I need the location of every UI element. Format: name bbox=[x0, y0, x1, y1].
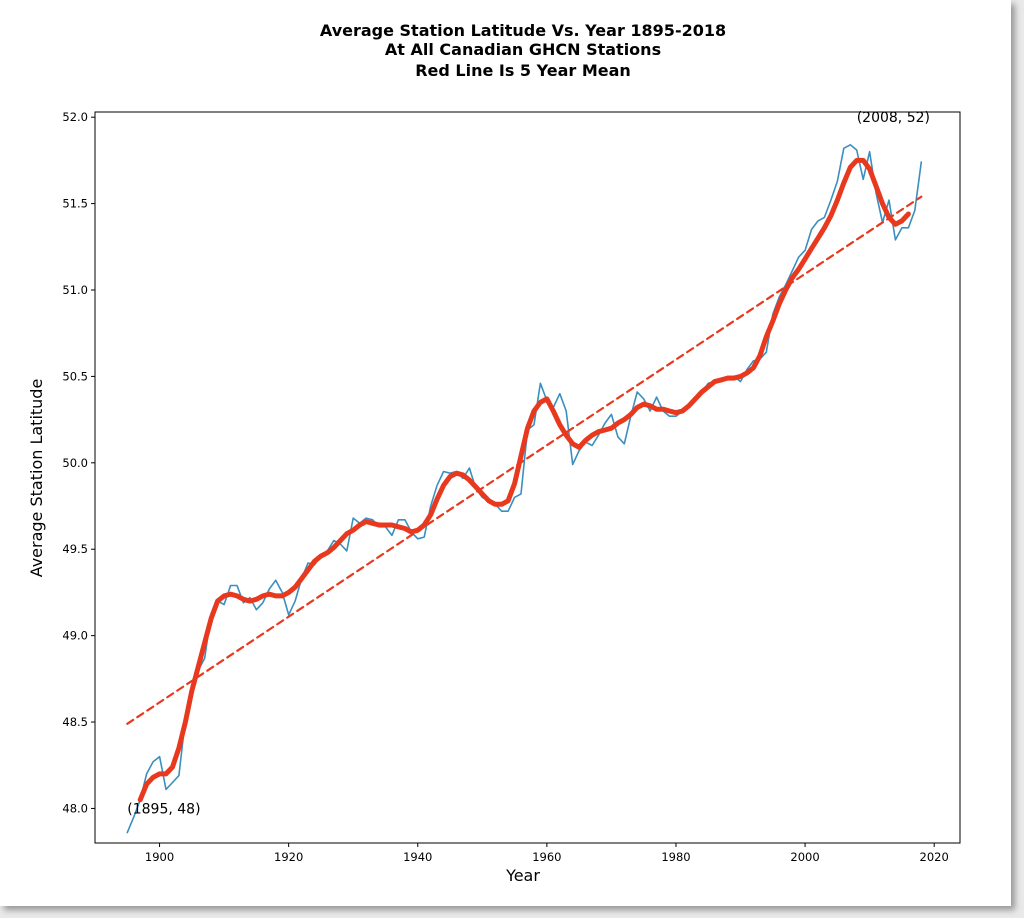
x-tick-label: 1960 bbox=[532, 850, 561, 864]
x-tick-label: 2020 bbox=[920, 850, 949, 864]
y-tick-label: 48.0 bbox=[62, 801, 88, 815]
y-tick-label: 48.5 bbox=[62, 715, 88, 729]
y-tick-label: 50.5 bbox=[62, 369, 88, 383]
x-axis: 1900 1920 1940 1960 1980 2000 2020 bbox=[145, 843, 949, 864]
chart-title-line: At All Canadian GHCN Stations bbox=[385, 40, 661, 59]
y-axis-label: Average Station Latitude bbox=[27, 379, 46, 578]
chart: Average Station Latitude Vs. Year 1895-2… bbox=[27, 21, 961, 885]
y-tick-label: 52.0 bbox=[62, 110, 88, 124]
x-tick-label: 2000 bbox=[790, 850, 819, 864]
annual-line bbox=[126, 144, 923, 834]
x-axis-label: Year bbox=[505, 866, 540, 885]
chart-title-line: Average Station Latitude Vs. Year 1895-2… bbox=[320, 21, 726, 40]
x-tick-label: 1920 bbox=[274, 850, 303, 864]
y-axis: 48.0 48.5 49.0 49.5 50.0 50.5 51.0 51.5 52.0 bbox=[62, 110, 95, 815]
chart-title-line: Red Line Is 5 Year Mean bbox=[415, 61, 631, 80]
y-tick-label: 51.5 bbox=[62, 197, 88, 211]
y-tick-label: 49.5 bbox=[62, 542, 88, 556]
plot-area bbox=[94, 111, 961, 844]
mean-line bbox=[137, 157, 911, 803]
x-tick-label: 1980 bbox=[661, 850, 690, 864]
series-layer bbox=[126, 144, 923, 834]
x-tick-label: 1900 bbox=[145, 850, 174, 864]
x-tick-label: 1940 bbox=[403, 850, 432, 864]
chart-title: Average Station Latitude Vs. Year 1895-2… bbox=[320, 21, 726, 80]
y-tick-label: 50.0 bbox=[62, 456, 88, 470]
y-tick-label: 49.0 bbox=[62, 629, 88, 643]
point-annotation: (2008, 52) bbox=[857, 110, 930, 126]
annotations: (1895, 48) (2008, 52) bbox=[127, 110, 930, 817]
trend-line bbox=[126, 195, 923, 725]
point-annotation: (1895, 48) bbox=[127, 801, 200, 817]
y-tick-label: 51.0 bbox=[62, 283, 88, 297]
